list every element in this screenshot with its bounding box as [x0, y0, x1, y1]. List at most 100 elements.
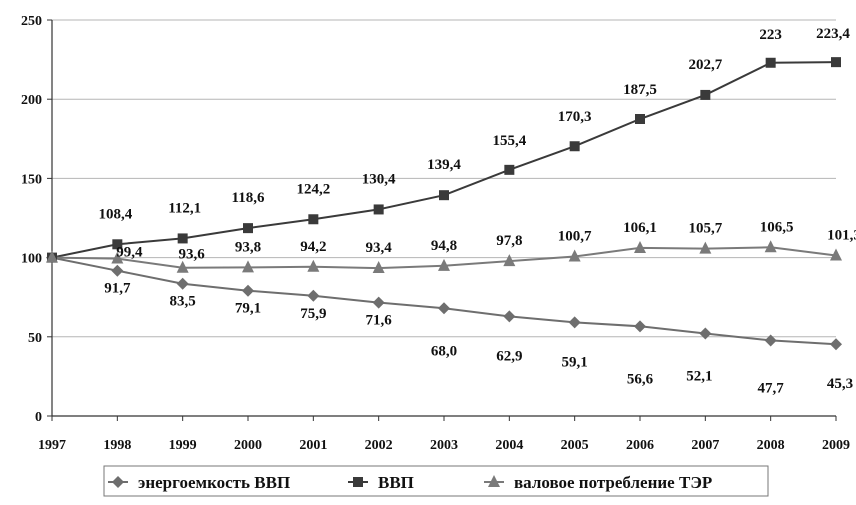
y-tick-label: 0: [35, 410, 42, 425]
data-label: 202,7: [688, 57, 722, 73]
data-label: 100,7: [558, 228, 592, 244]
data-label: 83,5: [170, 294, 196, 310]
data-label: 91,7: [104, 281, 131, 297]
legend-marker: [353, 477, 363, 487]
data-label: 75,9: [300, 306, 326, 322]
x-tick-label: 2009: [822, 438, 850, 453]
data-point-marker: [830, 338, 842, 351]
data-point-marker: [307, 289, 320, 302]
y-axis-ticks: 0 50 100 150 200 250: [21, 14, 42, 425]
x-tick-label: 2008: [757, 438, 785, 453]
data-label: 108,4: [98, 206, 132, 222]
x-tick-label: 2005: [561, 438, 589, 453]
data-point-marker: [176, 277, 189, 290]
data-label: 62,9: [496, 348, 522, 364]
x-tick-label: 1998: [103, 438, 131, 453]
data-label: 124,2: [296, 181, 330, 197]
data-point-marker: [176, 260, 189, 273]
legend-marker: [112, 476, 124, 488]
data-point-marker: [634, 240, 646, 253]
data-point-marker: [635, 114, 645, 124]
data-point-marker: [438, 258, 450, 271]
data-label: 99,4: [116, 245, 143, 261]
data-label: 130,4: [362, 171, 396, 187]
data-point-marker: [503, 310, 516, 323]
data-point-marker: [243, 223, 253, 234]
data-label: 187,5: [623, 82, 657, 98]
legend-label: валовое потребление ТЭР: [514, 473, 712, 492]
data-label: 93,6: [179, 247, 206, 263]
data-label: 47,7: [758, 380, 785, 396]
data-point-marker: [46, 250, 58, 263]
legend-box: [103, 465, 769, 497]
data-label: 112,1: [168, 200, 201, 216]
data-label: 223: [759, 27, 782, 43]
data-point-marker: [438, 302, 450, 315]
data-point-marker: [764, 334, 777, 347]
x-tick-label: 2004: [495, 438, 523, 453]
x-tick-label: 2007: [691, 438, 719, 453]
data-point-marker: [112, 239, 123, 250]
y-tick-label: 250: [21, 14, 42, 29]
data-label: 59,1: [562, 354, 588, 370]
data-point-marker: [569, 141, 580, 152]
data-point-marker: [308, 214, 319, 225]
data-label: 97,8: [496, 233, 522, 249]
data-label: 105,7: [688, 221, 722, 237]
data-label: 223,4: [816, 26, 850, 42]
data-point-marker: [830, 248, 842, 261]
data-label: 79,1: [235, 301, 261, 317]
data-point-marker: [307, 259, 320, 272]
y-tick-label: 100: [21, 252, 42, 267]
y-tick-label: 150: [21, 172, 42, 187]
data-label: 45,3: [827, 376, 853, 392]
data-point-marker: [831, 57, 841, 68]
data-label: 93,4: [366, 240, 393, 256]
x-tick-label: 1999: [169, 438, 197, 453]
data-label: 94,2: [300, 239, 326, 255]
data-point-marker: [372, 261, 385, 274]
data-point-marker: [111, 264, 124, 277]
y-tick-label: 200: [21, 93, 42, 108]
data-point-marker: [503, 254, 516, 267]
axes: [47, 19, 837, 421]
data-label: 101,3: [827, 228, 856, 244]
data-point-marker: [765, 57, 776, 68]
data-point-marker: [439, 190, 449, 201]
data-label: 118,6: [232, 190, 265, 206]
legend-label: энергоемкость ВВП: [138, 473, 290, 492]
data-point-marker: [111, 251, 124, 264]
legend: энергоемкость ВВП ВВП валовое потребление …: [103, 465, 769, 497]
x-tick-label: 2003: [430, 438, 458, 453]
data-labels: 91,7 83,5 79,1 75,9 71,6 68,0 62,9 59,1 56,6 52,1…: [98, 26, 856, 396]
data-point-marker: [373, 204, 384, 215]
data-label: 170,3: [558, 109, 592, 125]
x-axis-ticks: 1997 1998 1999 2000 2001 2002 2003 2004 2005 2006…: [38, 438, 850, 453]
x-tick-label: 2001: [299, 438, 327, 453]
x-tick-label: 2006: [626, 438, 654, 453]
legend-label: ВВП: [378, 473, 414, 492]
data-point-marker: [177, 233, 188, 244]
series-markers: [46, 57, 842, 351]
data-point-marker: [372, 296, 385, 309]
data-label: 106,5: [760, 219, 794, 235]
data-label: 139,4: [427, 157, 461, 173]
legend-marker: [488, 475, 500, 487]
x-tick-label: 1997: [38, 438, 66, 453]
data-point-marker: [699, 241, 712, 254]
data-label: 93,8: [235, 239, 261, 255]
data-point-marker: [634, 320, 646, 333]
data-point-marker: [242, 260, 254, 273]
data-point-marker: [568, 316, 581, 329]
data-point-marker: [568, 249, 581, 262]
y-tick-label: 50: [28, 331, 42, 346]
data-label: 71,6: [366, 313, 393, 329]
data-point-marker: [242, 284, 254, 297]
x-tick-label: 2002: [365, 438, 393, 453]
data-label: 68,0: [431, 343, 457, 359]
data-label: 94,8: [431, 238, 457, 254]
data-label: 56,6: [627, 371, 654, 387]
data-point-marker: [764, 240, 777, 253]
data-point-marker: [700, 89, 711, 100]
